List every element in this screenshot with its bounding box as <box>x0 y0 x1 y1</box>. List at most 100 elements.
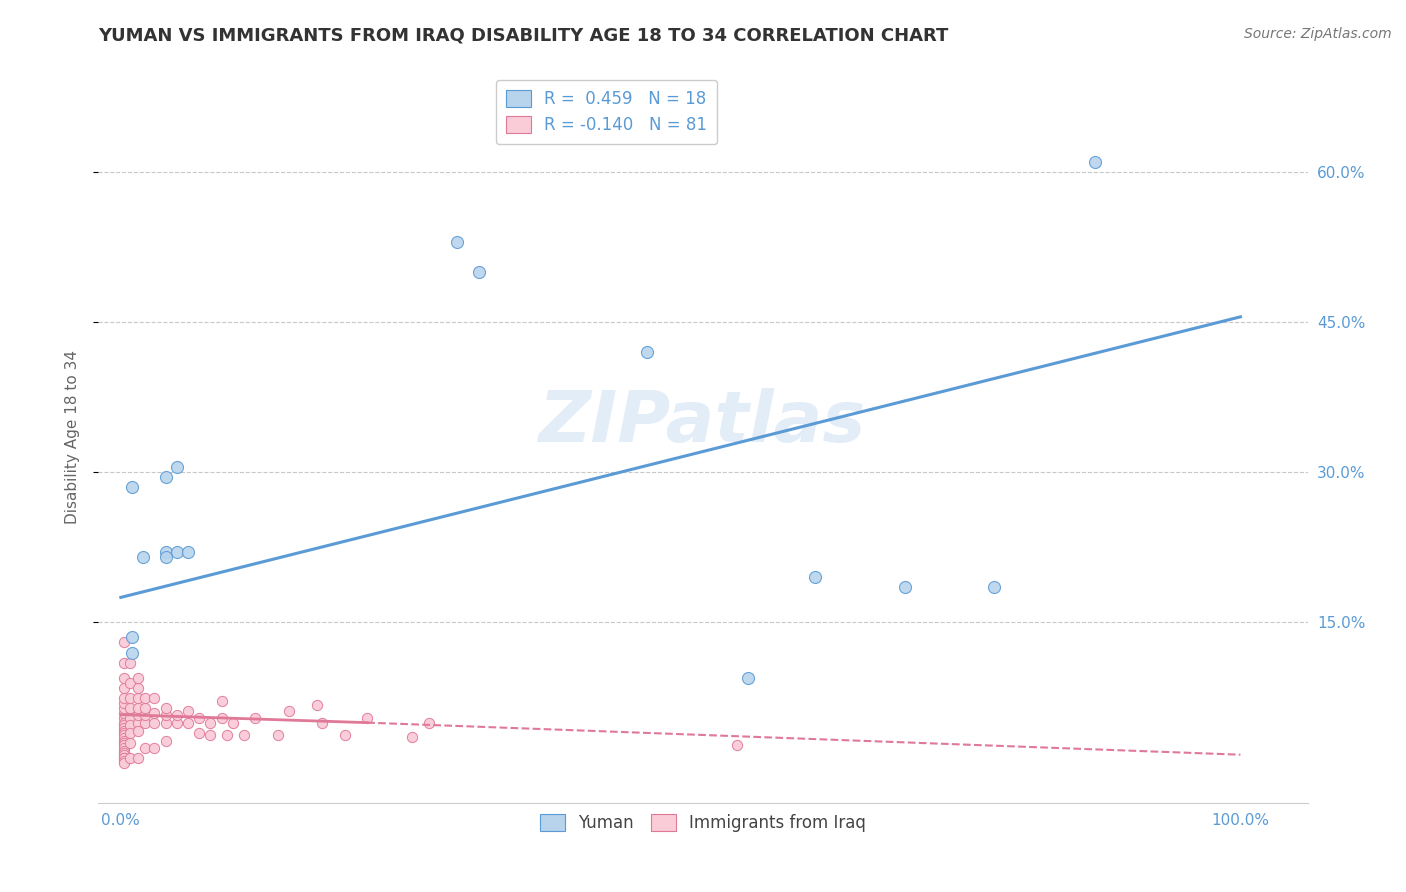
Point <box>112 736 135 750</box>
Point <box>1084 154 1107 169</box>
Point <box>112 750 135 764</box>
Point <box>112 754 135 768</box>
Point <box>118 717 141 731</box>
Point <box>804 570 827 584</box>
Point <box>112 744 135 758</box>
Point <box>112 750 135 764</box>
Point <box>112 723 135 738</box>
Point <box>446 235 468 249</box>
Point <box>134 740 156 755</box>
Point <box>155 700 177 714</box>
Point <box>112 671 135 685</box>
Point <box>211 711 233 725</box>
Point <box>121 646 143 660</box>
Point <box>277 704 299 718</box>
Point <box>112 756 135 770</box>
Point <box>217 728 239 742</box>
Point <box>112 700 135 714</box>
Point <box>118 711 141 725</box>
Point <box>143 715 166 730</box>
Point <box>112 721 135 735</box>
Point <box>118 736 141 750</box>
Point <box>200 728 222 742</box>
Point <box>112 738 135 752</box>
Point <box>127 715 149 730</box>
Point <box>143 740 166 755</box>
Point <box>118 700 141 714</box>
Point <box>127 671 149 685</box>
Text: YUMAN VS IMMIGRANTS FROM IRAQ DISABILITY AGE 18 TO 34 CORRELATION CHART: YUMAN VS IMMIGRANTS FROM IRAQ DISABILITY… <box>98 27 949 45</box>
Y-axis label: Disability Age 18 to 34: Disability Age 18 to 34 <box>65 350 80 524</box>
Point <box>127 707 149 722</box>
Point <box>166 715 188 730</box>
Point <box>127 723 149 738</box>
Point <box>112 656 135 670</box>
Point <box>134 700 156 714</box>
Point <box>118 725 141 739</box>
Point <box>222 715 245 730</box>
Point <box>118 690 141 705</box>
Point <box>211 693 233 707</box>
Point <box>118 675 141 690</box>
Point <box>112 715 135 730</box>
Point <box>112 635 135 649</box>
Point <box>112 711 135 725</box>
Point <box>200 715 222 730</box>
Legend: Yuman, Immigrants from Iraq: Yuman, Immigrants from Iraq <box>533 807 873 838</box>
Point <box>468 265 491 279</box>
Point <box>401 730 423 744</box>
Point <box>166 460 188 475</box>
Point <box>418 715 440 730</box>
Text: ZIPatlas: ZIPatlas <box>540 388 866 457</box>
Point <box>112 747 135 762</box>
Point <box>983 580 1005 594</box>
Point <box>155 470 177 484</box>
Point <box>243 711 266 725</box>
Point <box>177 545 200 559</box>
Point <box>155 707 177 722</box>
Point <box>121 631 143 645</box>
Point <box>166 707 188 722</box>
Point <box>143 690 166 705</box>
Point <box>177 704 200 718</box>
Point <box>112 681 135 695</box>
Point <box>127 700 149 714</box>
Point <box>112 746 135 760</box>
Point <box>155 550 177 565</box>
Point <box>311 715 333 730</box>
Point <box>134 707 156 722</box>
Point <box>333 728 356 742</box>
Point <box>112 706 135 720</box>
Point <box>127 681 149 695</box>
Point <box>188 711 211 725</box>
Point <box>893 580 915 594</box>
Point <box>737 671 759 685</box>
Point <box>118 750 141 764</box>
Point <box>112 731 135 745</box>
Point <box>155 733 177 747</box>
Point <box>112 740 135 755</box>
Point <box>134 690 156 705</box>
Point <box>636 345 658 359</box>
Point <box>166 545 188 559</box>
Point <box>356 711 378 725</box>
Point <box>127 750 149 764</box>
Point <box>112 717 135 731</box>
Point <box>112 728 135 742</box>
Point <box>188 725 211 739</box>
Point <box>112 690 135 705</box>
Point <box>177 715 200 730</box>
Point <box>155 715 177 730</box>
Point <box>112 733 135 747</box>
Point <box>305 698 328 712</box>
Point <box>118 656 141 670</box>
Point <box>121 480 143 494</box>
Point <box>134 715 156 730</box>
Point <box>155 545 177 559</box>
Point <box>112 696 135 710</box>
Point <box>112 725 135 739</box>
Point <box>266 728 288 742</box>
Point <box>725 738 748 752</box>
Point <box>132 550 155 565</box>
Text: Source: ZipAtlas.com: Source: ZipAtlas.com <box>1244 27 1392 41</box>
